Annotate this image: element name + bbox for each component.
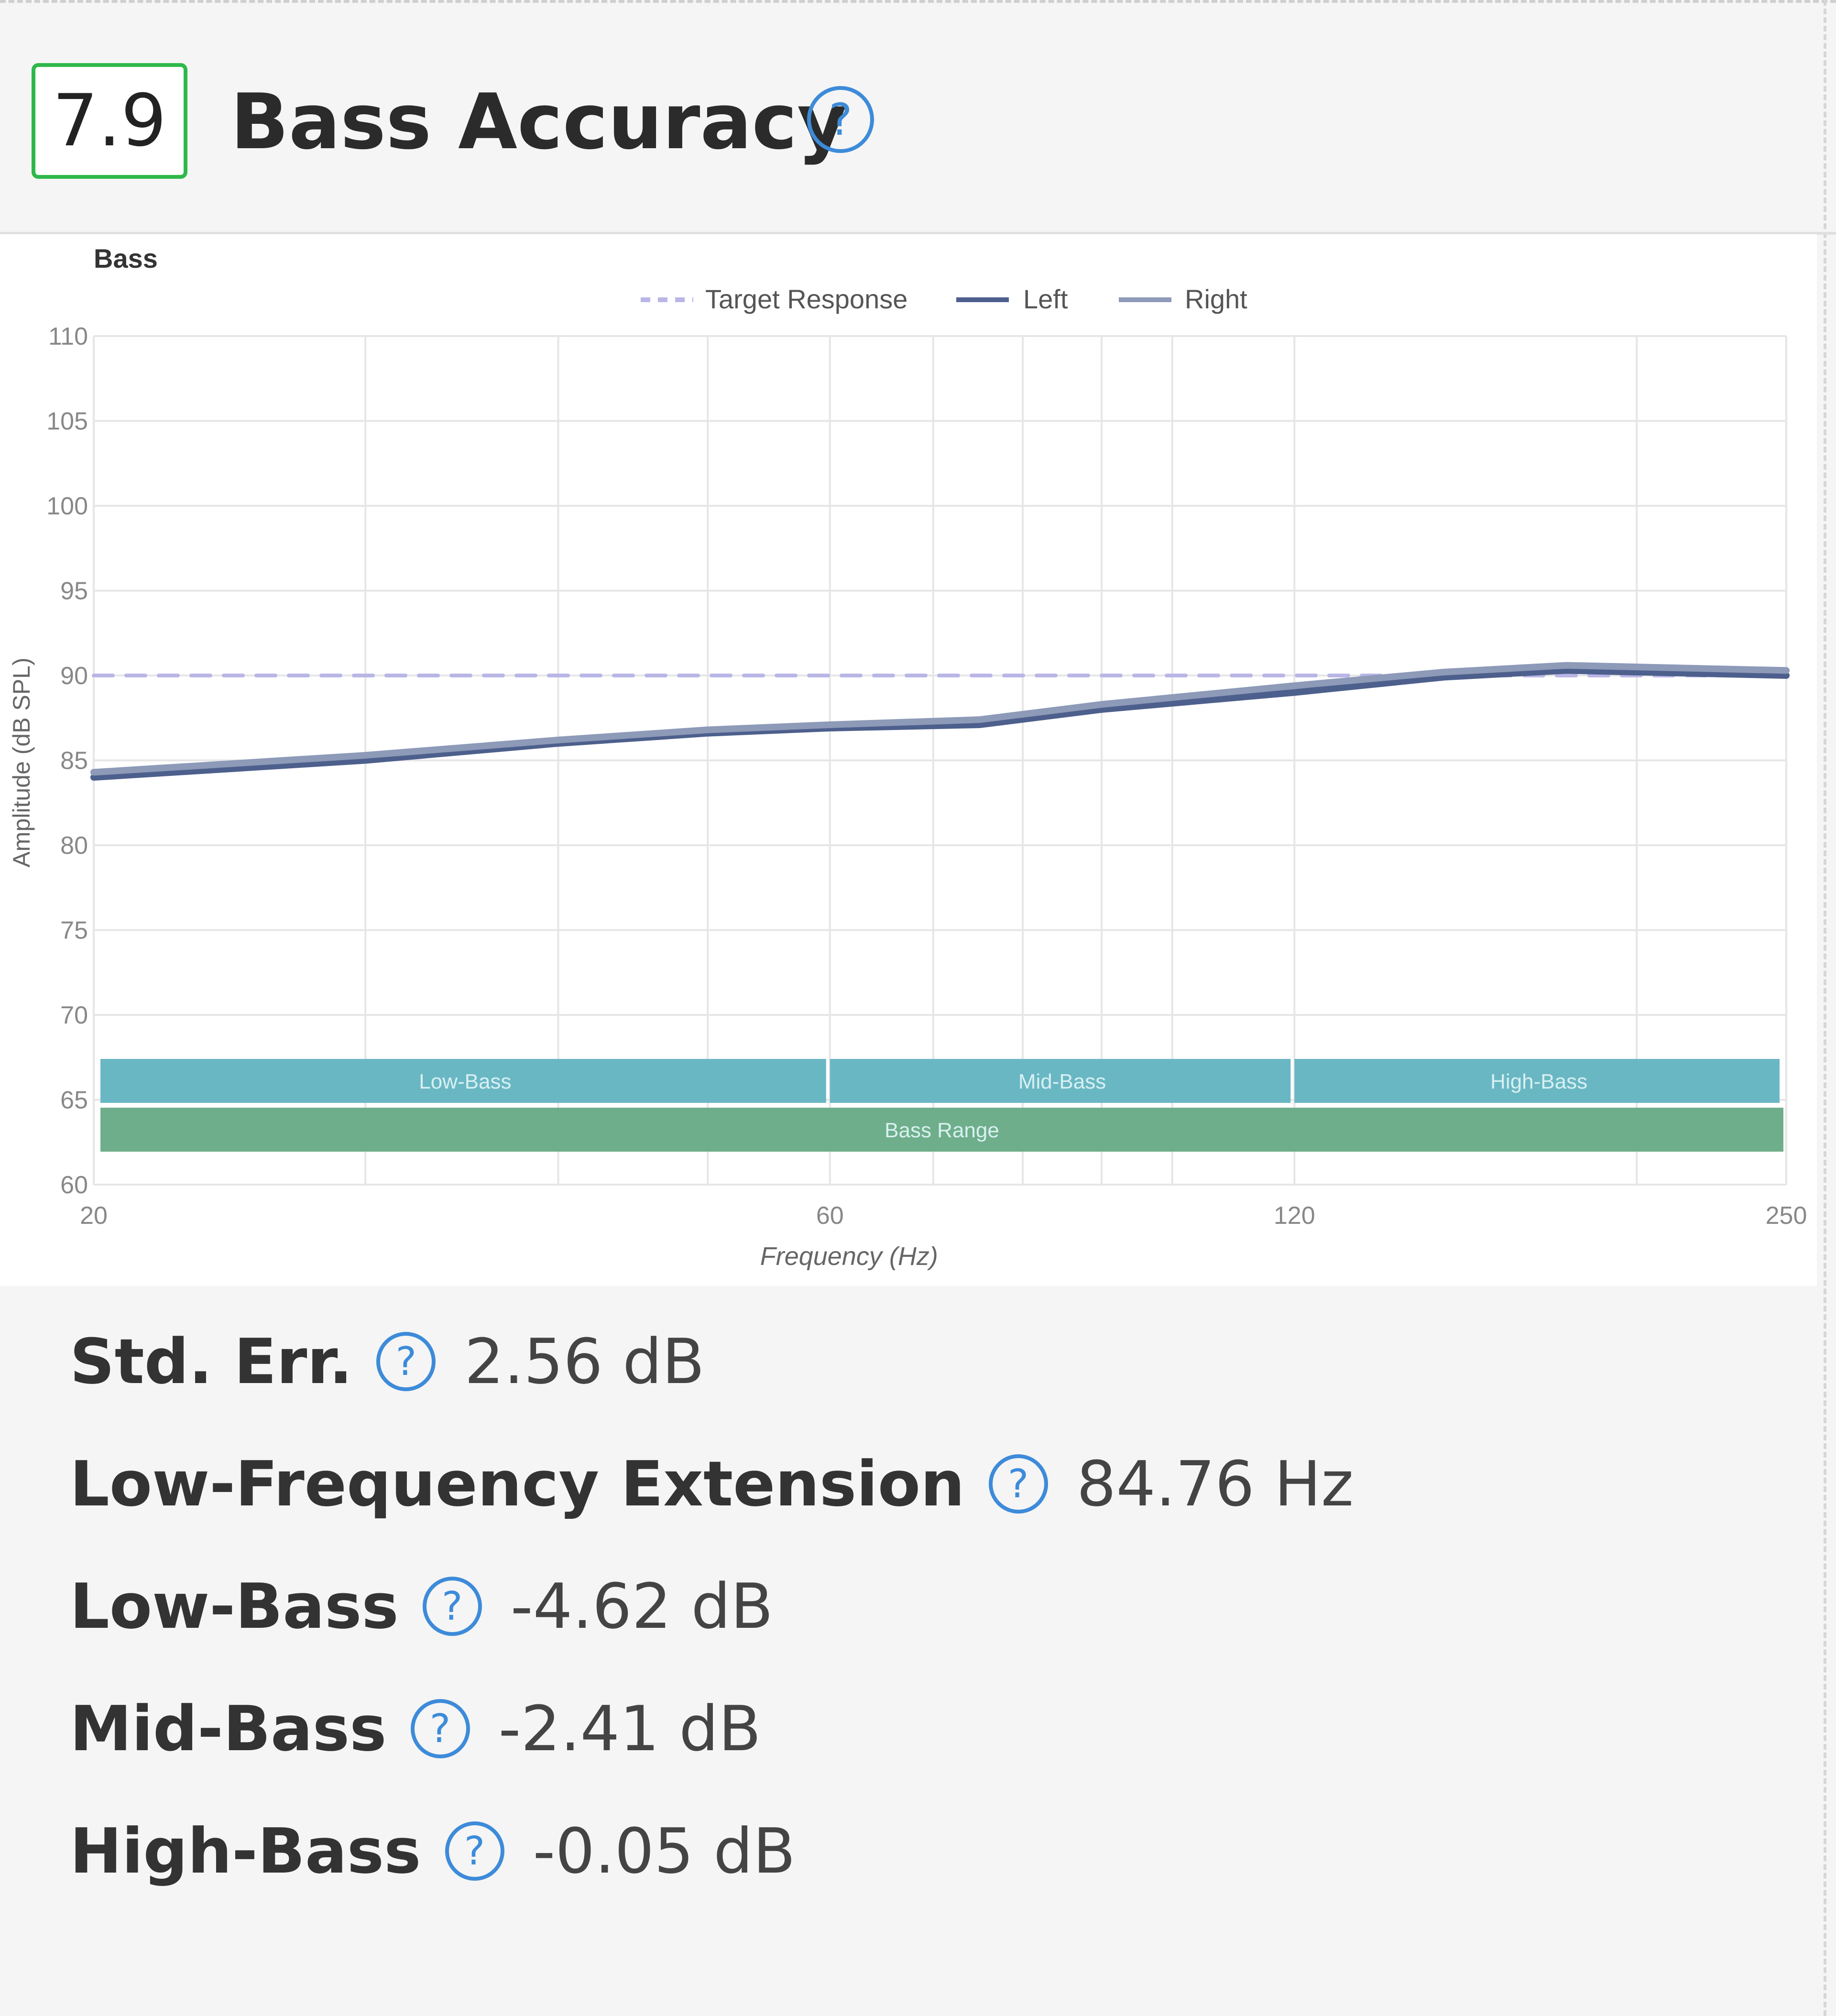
x-tick-label: 60 xyxy=(816,1202,844,1230)
metric-label: Std. Err. xyxy=(70,1325,353,1398)
metric-value: -0.05 dB xyxy=(533,1815,796,1887)
band-label: High-Bass xyxy=(1490,1070,1587,1093)
band-label: Low-Bass xyxy=(419,1070,511,1093)
y-tick-label: 85 xyxy=(60,747,88,775)
help-icon[interactable]: ? xyxy=(376,1332,436,1391)
right-dashed-border xyxy=(1824,0,1826,2016)
help-icon[interactable]: ? xyxy=(807,86,874,153)
section-title: Bass Accuracy xyxy=(230,77,847,166)
help-icon[interactable]: ? xyxy=(410,1699,470,1758)
band-high-bass xyxy=(1294,1059,1780,1103)
y-tick-label: 105 xyxy=(46,408,88,436)
metric-row-low-bass: Low-Bass ? -4.62 dB xyxy=(70,1545,1791,1667)
chart-title: Bass xyxy=(94,243,158,273)
band-label: Bass Range xyxy=(885,1119,999,1142)
y-tick-label: 80 xyxy=(60,832,88,860)
x-axis-label: Frequency (Hz) xyxy=(760,1242,938,1271)
metric-label: Low-Frequency Extension xyxy=(70,1448,965,1520)
metric-label: Mid-Bass xyxy=(70,1692,387,1765)
series-line-right xyxy=(90,662,1790,776)
y-tick-label: 95 xyxy=(60,578,88,605)
band-low-bass xyxy=(100,1059,826,1103)
score-badge: 7.9 xyxy=(32,63,187,179)
metrics-list: Std. Err. ? 2.56 dB Low-Frequency Extens… xyxy=(70,1300,1791,1912)
x-tick-label: 250 xyxy=(1766,1202,1807,1230)
y-tick-label: 90 xyxy=(60,662,88,690)
y-tick-label: 100 xyxy=(46,492,88,520)
help-icon[interactable]: ? xyxy=(988,1454,1048,1514)
metric-value: -4.62 dB xyxy=(510,1570,774,1643)
help-icon[interactable]: ? xyxy=(445,1821,504,1881)
help-icon[interactable]: ? xyxy=(422,1577,482,1636)
metric-value: -2.41 dB xyxy=(498,1692,761,1765)
legend-label: Right xyxy=(1185,284,1247,314)
series-line-left xyxy=(90,667,1790,781)
bass-chart-panel: Bass Target Response Left Right 60 65 70 75 80 85… xyxy=(0,234,1817,1286)
y-axis-label: Amplitude (dB SPL) xyxy=(8,657,35,867)
metric-label: High-Bass xyxy=(70,1815,421,1887)
metric-row-std-err: Std. Err. ? 2.56 dB xyxy=(70,1300,1791,1423)
metric-row-high-bass: High-Bass ? -0.05 dB xyxy=(70,1790,1791,1912)
y-tick-label: 60 xyxy=(60,1171,88,1199)
section-header: 7.9 Bass Accuracy ? xyxy=(0,0,1836,235)
top-dashed-border xyxy=(0,0,1836,3)
metric-label: Low-Bass xyxy=(70,1570,399,1643)
legend-label: Left xyxy=(1023,284,1068,314)
x-tick-label: 20 xyxy=(80,1202,108,1230)
metric-row-mid-bass: Mid-Bass ? -2.41 dB xyxy=(70,1667,1791,1790)
y-tick-label: 75 xyxy=(60,917,88,945)
metric-value: 2.56 dB xyxy=(464,1325,705,1398)
y-tick-label: 70 xyxy=(60,1002,88,1029)
band-label: Mid-Bass xyxy=(1018,1070,1106,1093)
y-tick-label: 65 xyxy=(60,1087,88,1114)
band-mid-bass xyxy=(830,1059,1291,1103)
bass-chart: Bass Target Response Left Right 60 65 70 75 80 85… xyxy=(8,243,1807,1271)
metric-value: 84.76 Hz xyxy=(1076,1448,1354,1520)
metric-row-low-frequency-extension: Low-Frequency Extension ? 84.76 Hz xyxy=(70,1423,1791,1545)
legend-label: Target Response xyxy=(705,284,907,314)
y-tick-label: 110 xyxy=(48,323,88,350)
x-tick-label: 120 xyxy=(1274,1202,1315,1230)
band-bass-range xyxy=(100,1108,1783,1152)
